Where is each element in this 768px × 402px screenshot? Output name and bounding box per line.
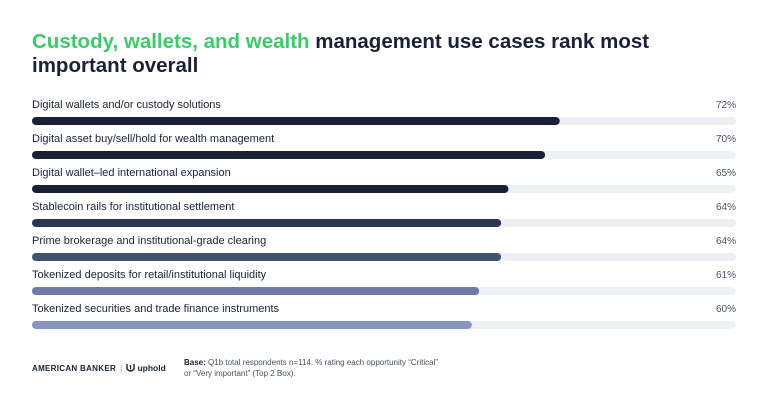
category-label: Tokenized securities and trade finance i… [32, 303, 280, 315]
chart-title-highlight: Custody, wallets, and wealth [32, 30, 310, 53]
uphold-logo: uphold [137, 363, 166, 373]
chart-title-rest: management use cases rank most important… [32, 30, 650, 77]
category-label: Digital wallet–led international expansi… [32, 167, 231, 179]
base-label: Base: [184, 358, 206, 367]
american-banker-logo: AMERICAN BANKER [32, 364, 117, 373]
bar [32, 321, 472, 329]
brand-logos: AMERICAN BANKER | uphold [32, 363, 166, 374]
bar [32, 185, 509, 193]
value-label: 64% [716, 202, 736, 213]
bar [32, 151, 546, 159]
value-label: 70% [716, 134, 736, 145]
bar [32, 117, 560, 125]
category-label: Stablecoin rails for institutional settl… [32, 201, 234, 213]
bar-chart: Digital wallets and/or custody solutions… [32, 99, 736, 329]
value-label: 64% [716, 236, 736, 247]
category-label: Tokenized deposits for retail/institutio… [32, 269, 267, 281]
value-label: 60% [716, 304, 736, 315]
base-footnote: Base: Q1b total respondents n=114. % rat… [184, 357, 444, 379]
bar [32, 219, 502, 227]
category-label: Digital wallets and/or custody solutions [32, 99, 221, 111]
brand-separator: | [120, 364, 123, 373]
value-label: 61% [716, 270, 736, 281]
value-label: 65% [716, 168, 736, 179]
base-text: Q1b total respondents n=114. % rating ea… [184, 358, 438, 378]
value-label: 72% [716, 100, 736, 111]
uphold-logo-icon [126, 364, 136, 373]
category-label: Prime brokerage and institutional-grade … [32, 235, 266, 247]
bar [32, 287, 480, 295]
category-label: Digital asset buy/sell/hold for wealth m… [32, 133, 274, 145]
chart-title: Custody, wallets, and wealth management … [32, 30, 732, 78]
bar [32, 253, 502, 261]
footer: AMERICAN BANKER | uphold Base: Q1b total r… [32, 357, 742, 381]
